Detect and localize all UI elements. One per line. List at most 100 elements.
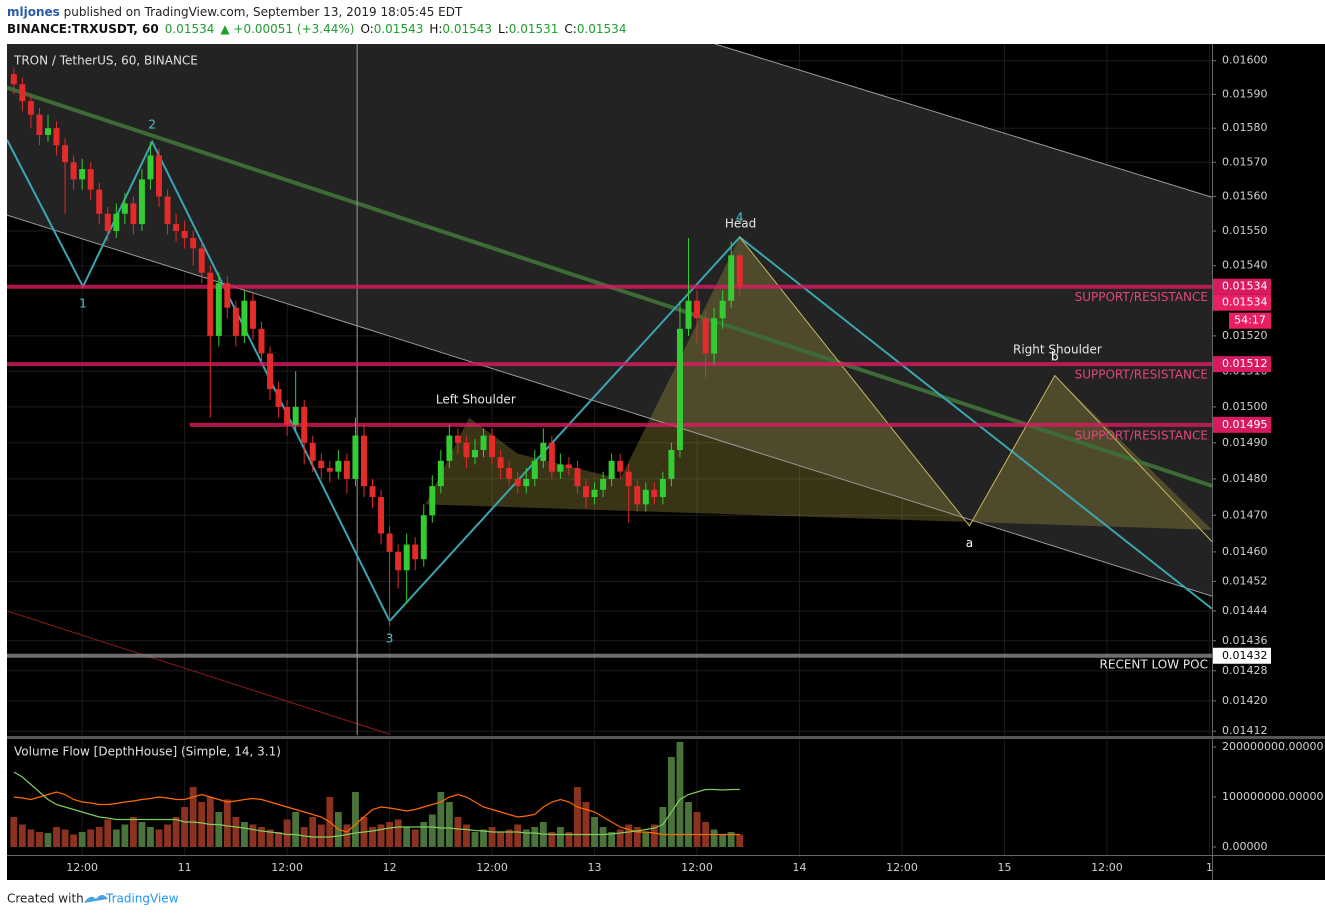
volume-bar [591,817,598,847]
candle-body [79,169,86,180]
volume-bar [215,812,223,847]
y-tick-label: 0.01550 [1222,224,1268,237]
candle-body [412,544,419,560]
candle-body [685,300,692,329]
candle-body [87,169,94,190]
candle-body [676,328,683,450]
candle-body [719,300,726,319]
candle-body [164,196,171,225]
level-box [1213,647,1271,664]
volume-bar [87,829,95,847]
candle-body [600,478,607,490]
candle-body [45,128,51,136]
y-tick-label: 0.01436 [1222,634,1268,647]
volume-bar [403,827,411,847]
author[interactable]: mljones [7,5,60,19]
candle-body [489,435,496,458]
symbol: BINANCE:TRXUSDT, 60 [7,22,159,36]
volume-bar [181,807,189,847]
candle-body [651,489,658,498]
x-tick-label: 12:00 [1091,861,1123,874]
candle-body [583,486,590,498]
volume-bar [36,832,43,847]
ohlc-value: 0.01531 [509,22,559,36]
candle-body [292,406,299,425]
ohlc-key: H: [429,22,442,36]
candle-body [343,460,350,479]
volume-bar [10,817,18,847]
level-box [1213,356,1271,373]
candle-body [506,468,513,479]
volume-bar [522,829,530,847]
candle-body [454,435,461,443]
candle-body [557,464,564,472]
candle-body [181,231,188,238]
volume-bar [70,834,78,847]
volume-bar [27,829,35,847]
volume-bar [574,787,581,847]
volume-bar [352,792,359,847]
volume-bar [18,824,26,847]
candle-body [224,283,231,308]
volume-bar [727,832,735,847]
x-tick-label: 15 [997,861,1011,874]
drawing-line [739,236,1212,542]
volume-bar [223,799,231,847]
volume-bar [719,834,727,847]
volume-bar [232,817,240,847]
volume-bar [121,824,129,847]
candle-body [369,486,376,498]
volume-bar [556,827,564,847]
footer-brand[interactable]: TradingView [105,892,179,906]
volume-line [13,771,740,838]
candle-body [249,300,256,329]
candle-body [360,435,367,487]
candle-body [326,468,333,472]
candle-body [309,442,316,461]
ohlc-value: 0.01543 [442,22,492,36]
candle-body [446,435,453,461]
level-text: SUPPORT/RESISTANCE [1075,368,1208,382]
volume-bar [44,833,52,847]
countdown-box [1229,312,1271,329]
level-text: RECENT LOW POC [1100,657,1208,671]
candle-body [147,155,154,180]
candle-body [301,406,308,443]
volume-bar [625,824,633,847]
volume-bar [309,817,317,847]
drawing-area [425,237,1212,530]
change: ▲ +0.00051 (+3.44%) [220,22,354,36]
volume-bar [505,829,513,847]
volume-bar [710,829,718,847]
y-tick-label: 0.01580 [1222,121,1268,134]
volume-bar [428,814,436,847]
y-tick-label: 0.01570 [1222,155,1268,168]
volume-bar [104,819,112,847]
candle-body [711,318,718,354]
candle-body [190,237,197,249]
last-price: 0.01534 [1222,296,1268,309]
y-tick-label: 0.01500 [1222,400,1268,413]
published: published on TradingView.com, September … [60,5,463,19]
x-tick-label: 1 [1206,861,1213,874]
candle-body [198,248,205,273]
volume-bar [258,827,265,847]
annotation: 2 [148,117,156,131]
annotation: Head [725,217,756,231]
volume-bar [172,817,180,847]
candle-body [104,213,111,232]
candle-body [121,203,128,214]
volume-bar [497,832,505,847]
y-tick-label: 0.01428 [1222,664,1268,677]
y-tick-label: 100000000.00000 [1222,790,1323,803]
candle-body [113,213,120,232]
volume-bar [283,819,291,847]
candle-body [53,128,60,146]
candle-body [258,328,265,354]
y-tick-label: 0.01560 [1222,190,1268,203]
volume-bar [437,792,445,847]
volume-bar [642,832,650,847]
ohlc-key: C: [564,22,576,36]
volume-bar [266,829,274,847]
